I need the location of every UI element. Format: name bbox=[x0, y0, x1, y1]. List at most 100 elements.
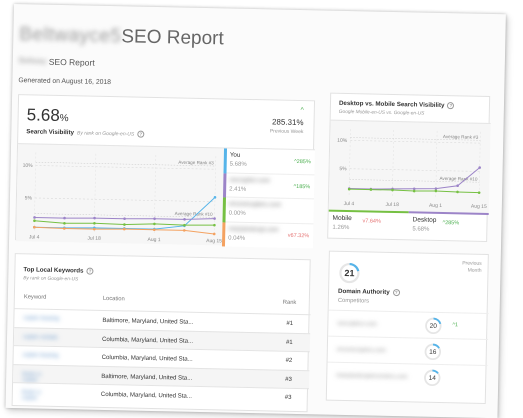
legend-name: marylandcopi.com bbox=[228, 225, 279, 234]
x-tick-label: Aug 1 bbox=[147, 237, 160, 243]
gridline bbox=[392, 129, 395, 198]
legend-item-mobile[interactable]: Mobile 1.26% v7.64% bbox=[328, 209, 409, 242]
keywords-title-text: Top Local Keywords bbox=[23, 266, 84, 275]
keyword-rank: #3 bbox=[285, 376, 292, 383]
legend-item-competitor-3[interactable]: marylandcopi.com 0.04% v67.32% bbox=[221, 221, 313, 248]
gridline bbox=[34, 197, 215, 203]
desktop-mobile-title-text: Desktop vs. Mobile Search Visibility bbox=[338, 99, 445, 110]
y-tick-label: 5% bbox=[339, 166, 347, 172]
domain-authority-ring bbox=[339, 262, 360, 284]
data-point bbox=[412, 189, 416, 193]
legend-item-competitor-2[interactable]: encorecoplers.com 0.00% bbox=[222, 197, 314, 224]
data-point bbox=[123, 217, 126, 221]
rank-guide-line bbox=[35, 161, 216, 167]
legend-value: 2.41% bbox=[229, 186, 247, 193]
legend-value: 5.68% bbox=[229, 161, 247, 168]
competitor-row: encorecopiers.com 16 bbox=[327, 335, 489, 365]
competitor-score-ring bbox=[424, 343, 442, 361]
data-point bbox=[456, 190, 459, 194]
competitor-row: ravcoplers.com 20 ^1 bbox=[328, 309, 489, 340]
data-point bbox=[63, 222, 66, 225]
x-tick-label: Aug 1 bbox=[429, 203, 442, 209]
trend-up-icon: ^ bbox=[300, 107, 304, 115]
legend-name: ravcoplerr.com bbox=[229, 176, 271, 184]
data-point bbox=[434, 189, 438, 193]
x-tick-label: Jul 18 bbox=[385, 202, 399, 208]
keyword-rank: #2 bbox=[285, 357, 293, 365]
report-header: Beltwayce5 SEO Report bbox=[19, 22, 224, 52]
legend-value: 0.00% bbox=[228, 210, 246, 217]
column-header-keyword[interactable]: Keyword bbox=[23, 294, 47, 301]
keyword-location: Columbia, Maryland, United Sta... bbox=[101, 335, 194, 345]
info-icon[interactable]: ? bbox=[392, 288, 400, 297]
mobile-color-bar bbox=[328, 209, 409, 214]
keyword-link[interactable]: copier leasing bbox=[23, 315, 60, 323]
data-point bbox=[123, 227, 126, 231]
rank-guide-line bbox=[34, 213, 215, 218]
visibility-legend: You 5.68% ^285% ravcoplerr.com 2.41% ^18… bbox=[221, 148, 316, 249]
legend-value: 0.04% bbox=[228, 235, 246, 242]
data-point bbox=[93, 216, 96, 220]
visibility-line-chart: 10% 5% Jul 4 Jul 18 Aug 1 Aug 15 Average Rank … bbox=[23, 152, 222, 244]
info-icon[interactable]: ? bbox=[86, 267, 94, 275]
legend-name: You bbox=[229, 151, 241, 159]
data-point bbox=[33, 219, 36, 223]
report-page: Beltwayce5 SEO Report Beltway SEO Report… bbox=[5, 4, 506, 418]
visibility-number: 5.68 bbox=[26, 105, 60, 125]
keyword-rank: #1 bbox=[285, 339, 293, 346]
visibility-label-text: Search Visibility bbox=[26, 128, 75, 137]
keyword-link[interactable]: copier leasing bbox=[22, 352, 59, 360]
mobile-value: 1.26% bbox=[332, 224, 350, 232]
visibility-label-note: By rank on Google-en-US bbox=[76, 129, 135, 138]
report-subtitle-text: SEO Report bbox=[48, 56, 95, 68]
competitor-name: ravcoplers.com bbox=[337, 321, 381, 328]
legend-item-desktop[interactable]: Desktop 5.68% ^285% bbox=[408, 211, 489, 243]
x-tick-label: Jul 4 bbox=[29, 234, 40, 240]
competitor-name-text: ravcoplers.com bbox=[337, 320, 377, 328]
rank-guide-line bbox=[350, 137, 481, 141]
column-header-location[interactable]: Location bbox=[102, 295, 125, 303]
data-point bbox=[33, 225, 36, 229]
desktop-change: ^285% bbox=[442, 220, 460, 227]
keywords-title: Top Local Keywords ? bbox=[23, 266, 94, 275]
data-point bbox=[153, 217, 156, 220]
keyword-rank: #1 bbox=[286, 320, 294, 327]
legend-item-competitor-1[interactable]: ravcoplerr.com 2.41% ^185% bbox=[222, 172, 315, 200]
visibility-unit: % bbox=[59, 112, 69, 125]
mobile-label: Mobile bbox=[332, 214, 352, 223]
legend-change: ^285% bbox=[294, 158, 311, 166]
keyword-link[interactable]: lease a copier bbox=[21, 389, 41, 402]
keyword-location: Columbia, Maryland, United Sta... bbox=[101, 354, 193, 364]
gridline bbox=[213, 156, 217, 235]
keyword-location: Baltimore, Maryland, United Sta... bbox=[102, 316, 194, 326]
previous-month-label: Previous Month bbox=[462, 260, 482, 274]
info-icon[interactable]: ? bbox=[137, 130, 145, 138]
data-point bbox=[153, 228, 156, 232]
data-point bbox=[183, 223, 186, 227]
desktop-mobile-chart: 10% 5% Jul 4 Jul 18 Aug 1 Aug 15 Average Rank … bbox=[328, 119, 491, 213]
competitors-label: Competitors bbox=[337, 297, 370, 305]
competitor-row: marylandcopiercenters.com 14 bbox=[327, 361, 488, 391]
domain-authority-value: 21 bbox=[344, 267, 355, 279]
keyword-link[interactable]: copier rentals bbox=[22, 333, 58, 341]
domain-authority-title-text: Domain Authority bbox=[337, 287, 390, 296]
column-header-rank[interactable]: Rank bbox=[282, 299, 297, 306]
competitor-score-ring bbox=[424, 369, 441, 387]
competitor-score-ring bbox=[425, 317, 442, 335]
keyword-rank: #3 bbox=[284, 395, 292, 402]
competitor-name: encorecopiers.com bbox=[337, 347, 386, 354]
keywords-subtitle: By rank on Google-en-US bbox=[23, 276, 79, 283]
gridline bbox=[478, 131, 481, 200]
data-point bbox=[369, 188, 373, 191]
info-icon[interactable]: ? bbox=[447, 102, 455, 110]
report-subtitle: Beltway SEO Report bbox=[19, 56, 95, 68]
data-point bbox=[477, 191, 481, 194]
previous-week-value: 285.31% bbox=[271, 117, 304, 128]
gridline bbox=[93, 153, 97, 232]
keyword-location: Baltimore, Maryland, United Sta... bbox=[101, 372, 193, 382]
data-point bbox=[456, 184, 459, 188]
data-point bbox=[93, 227, 96, 231]
report-title: SEO Report bbox=[121, 26, 224, 50]
desktop-mobile-title: Desktop vs. Mobile Search Visibility ? bbox=[338, 99, 455, 110]
legend-item-you[interactable]: You 5.68% ^285% bbox=[223, 148, 316, 175]
